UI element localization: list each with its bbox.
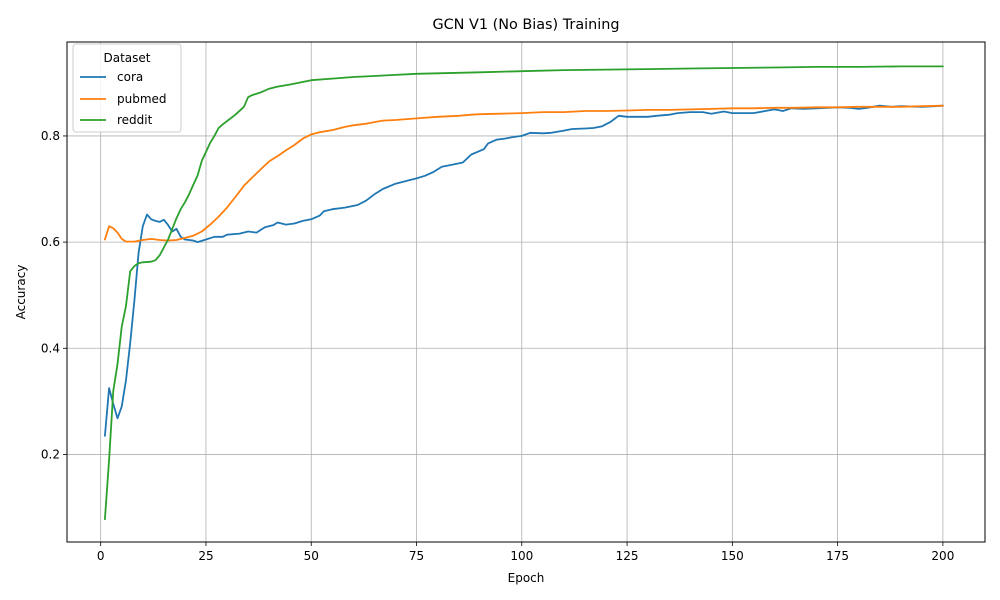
x-axis-label: Epoch (508, 571, 545, 585)
tick-layer: 0 25 50 75 100 125 150 175 200 0.2 0.4 0.6 0.8 (41, 129, 954, 563)
y-axis-label: Accuracy (14, 265, 28, 320)
series-layer (104, 65, 944, 521)
x-tick-label: 75 (409, 549, 424, 563)
y-tick-label: 0.6 (41, 235, 60, 249)
legend-label-pubmed: pubmed (117, 92, 167, 106)
legend-label-reddit: reddit (117, 113, 153, 127)
legend: Dataset cora pubmed reddit (72, 43, 182, 133)
legend-label-cora: cora (117, 70, 143, 84)
legend-box (72, 43, 182, 133)
y-tick-label: 0.2 (41, 447, 60, 461)
series-line-reddit (104, 65, 944, 521)
x-tick-label: 125 (616, 549, 639, 563)
x-tick-label: 100 (510, 549, 533, 563)
y-tick-label: 0.8 (41, 129, 60, 143)
plot-frame (66, 41, 986, 543)
x-tick-label: 25 (198, 549, 213, 563)
legend-title: Dataset (104, 51, 151, 65)
x-tick-label: 200 (931, 549, 954, 563)
chart-title: GCN V1 (No Bias) Training (432, 17, 619, 33)
y-tick-label: 0.4 (41, 341, 60, 355)
series-line-pubmed (104, 104, 944, 243)
x-tick-label: 50 (304, 549, 319, 563)
x-tick-label: 175 (826, 549, 849, 563)
x-tick-label: 150 (721, 549, 744, 563)
x-tick-label: 0 (97, 549, 105, 563)
grid-layer (67, 42, 985, 542)
